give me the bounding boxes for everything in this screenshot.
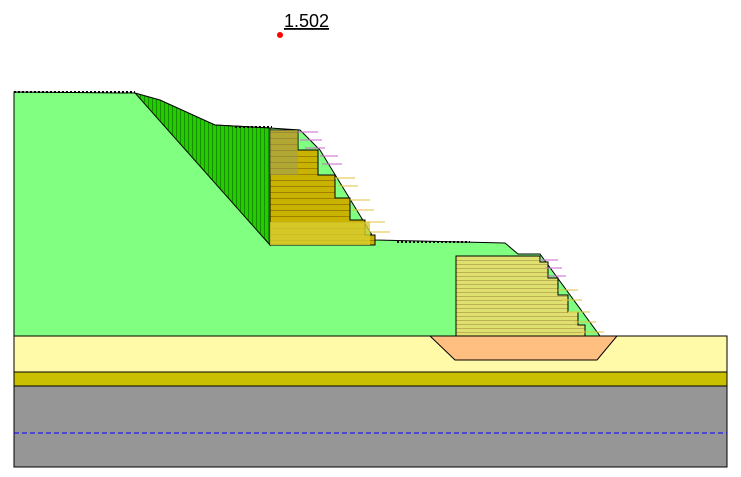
bedrock-layer: [13, 385, 728, 468]
geogrid-tails-upper: [298, 131, 342, 165]
upper-wall-base: [270, 222, 370, 245]
geogrid-tails-upper-2: [335, 177, 390, 233]
factor-of-safety: 1.502: [284, 11, 329, 31]
excavation-fill: [428, 335, 619, 361]
soil-nail-zone: [133, 92, 271, 247]
upper-wall-top: [270, 130, 298, 175]
clay-layer: [13, 371, 728, 387]
geogrid-tails-lower-2: [558, 289, 604, 333]
sand-layer: [13, 335, 728, 373]
geogrid-tails-lower: [540, 259, 566, 277]
lower-reinforced-wall: [455, 255, 586, 337]
slip-center: [277, 32, 283, 38]
